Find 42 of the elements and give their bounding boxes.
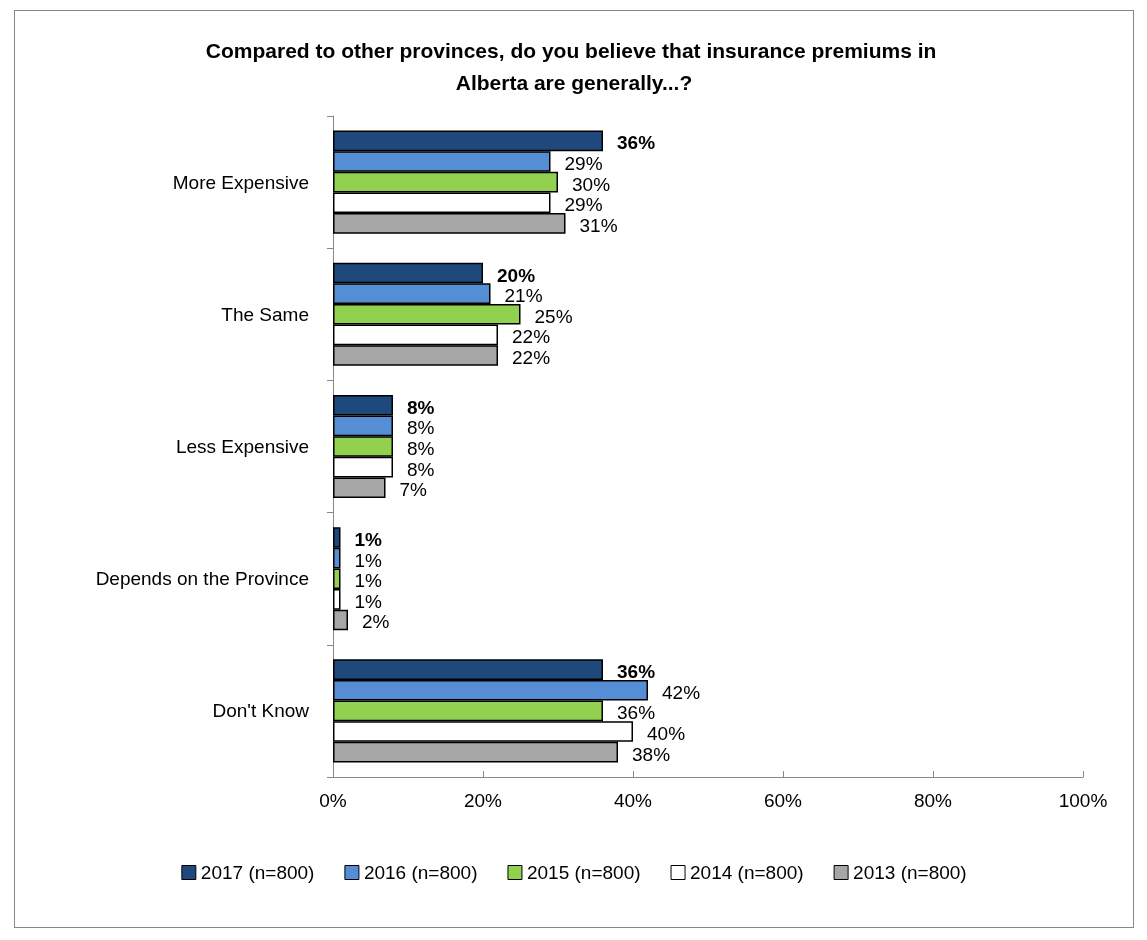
data-label: 7% [399, 479, 428, 501]
legend-label: 2015 (n=800) [526, 862, 641, 883]
data-label: 8% [407, 438, 435, 459]
x-tick-label: 0% [319, 790, 347, 811]
data-label: 36% [617, 132, 656, 154]
y-tick-label: More Expensive [172, 171, 309, 193]
data-label: 29% [564, 152, 603, 174]
y-tick-label: Depends on the Province [95, 568, 309, 590]
x-tick-label: 40% [613, 790, 653, 811]
legend-label: 2017 (n=800) [200, 862, 315, 883]
data-label: 22% [512, 347, 551, 369]
data-label: 36% [617, 661, 656, 683]
legend-label: 2014 (n=800) [690, 862, 804, 883]
data-label: 42% [662, 681, 701, 703]
data-label: 1% [354, 549, 383, 571]
data-label: 1% [354, 528, 383, 550]
x-tick-label: 80% [913, 790, 953, 811]
y-tick-label: Less Expensive [175, 436, 309, 457]
legend-label: 2016 (n=800) [363, 862, 478, 883]
data-label: 40% [647, 723, 686, 745]
data-label: 2% [362, 611, 390, 633]
data-label: 20% [497, 264, 536, 286]
y-tick-label: Don't Know [212, 700, 310, 722]
data-label: 8% [407, 417, 435, 439]
y-tick-label: The Same [221, 303, 309, 325]
x-tick-label: 100% [1058, 790, 1108, 811]
chart-title: Compared to other provinces, do you believe that insurance premiums in Alberta are generally...? [205, 38, 943, 94]
data-label: 36% [617, 702, 656, 724]
data-label: 22% [512, 326, 551, 348]
data-label: 1% [354, 590, 383, 612]
data-label: 29% [564, 194, 603, 216]
data-label: 8% [407, 458, 435, 480]
x-tick-label: 20% [463, 790, 503, 811]
data-label: 25% [534, 305, 573, 327]
x-tick-label: 60% [763, 790, 803, 811]
data-label: 31% [579, 214, 618, 236]
data-label: 21% [504, 285, 543, 307]
data-label: 1% [354, 570, 383, 592]
data-label: 30% [572, 173, 611, 195]
data-label: 8% [407, 396, 435, 418]
legend-label: 2013 (n=800) [853, 862, 967, 883]
data-label: 38% [632, 743, 671, 765]
